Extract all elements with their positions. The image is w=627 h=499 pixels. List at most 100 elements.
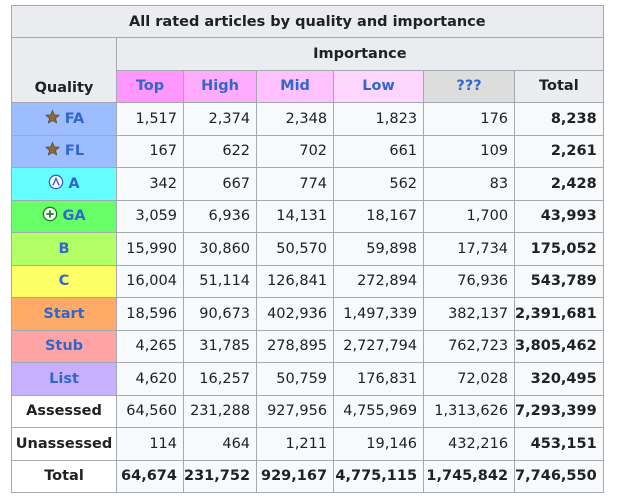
row-total-cell[interactable]: 3,805,462: [514, 329, 604, 363]
column-total-cell[interactable]: 929,167: [256, 459, 335, 493]
count-cell[interactable]: 167: [116, 134, 184, 168]
count-cell[interactable]: 4,265: [116, 329, 184, 363]
column-header-low[interactable]: Low: [333, 69, 425, 103]
column-total-cell[interactable]: 4,775,115: [333, 459, 425, 493]
count-cell[interactable]: 176: [423, 102, 516, 136]
count-cell[interactable]: 18,596: [116, 297, 184, 331]
count-cell[interactable]: 231,288: [182, 394, 258, 428]
count-cell[interactable]: 18,167: [333, 199, 425, 233]
count-cell[interactable]: 72,028: [423, 362, 516, 396]
table-caption: All rated articles by quality and import…: [11, 5, 604, 38]
count-cell[interactable]: 59,898: [333, 232, 425, 266]
count-cell[interactable]: 114: [116, 427, 184, 461]
column-total-cell[interactable]: 64,674: [116, 459, 184, 493]
table-row: Assessed 64,560 231,288 927,956 4,755,969 1,3…: [11, 394, 604, 428]
row-label-total: Total: [11, 459, 117, 493]
table-row: B 15,990 30,860 50,570 59,898 17,734 175,052: [11, 232, 604, 266]
count-cell[interactable]: 16,257: [182, 362, 258, 396]
count-cell[interactable]: 31,785: [182, 329, 258, 363]
count-cell[interactable]: 4,755,969: [333, 394, 425, 428]
count-cell[interactable]: 1,823: [333, 102, 425, 136]
column-header-high[interactable]: High: [182, 69, 258, 103]
count-cell[interactable]: 272,894: [333, 264, 425, 298]
count-cell[interactable]: 432,216: [423, 427, 516, 461]
count-cell[interactable]: 6,936: [182, 199, 258, 233]
count-cell[interactable]: 15,990: [116, 232, 184, 266]
count-cell[interactable]: 2,727,794: [333, 329, 425, 363]
count-cell[interactable]: 90,673: [182, 297, 258, 331]
count-cell[interactable]: 342: [116, 167, 184, 201]
count-cell[interactable]: 1,700: [423, 199, 516, 233]
grand-total-cell[interactable]: 7,746,550: [514, 459, 604, 493]
count-cell[interactable]: 1,497,339: [333, 297, 425, 331]
row-total-cell[interactable]: 43,993: [514, 199, 604, 233]
count-cell[interactable]: 50,570: [256, 232, 335, 266]
count-cell[interactable]: 622: [182, 134, 258, 168]
row-label-ga[interactable]: GA: [11, 199, 117, 233]
row-label-start[interactable]: Start: [11, 297, 117, 331]
count-cell[interactable]: 30,860: [182, 232, 258, 266]
count-cell[interactable]: 16,004: [116, 264, 184, 298]
row-total-cell[interactable]: 8,238: [514, 102, 604, 136]
count-cell[interactable]: 2,374: [182, 102, 258, 136]
row-total-cell[interactable]: 2,428: [514, 167, 604, 201]
row-total-cell[interactable]: 543,789: [514, 264, 604, 298]
count-cell[interactable]: 702: [256, 134, 335, 168]
row-label-unassessed: Unassessed: [11, 427, 117, 461]
count-cell[interactable]: 562: [333, 167, 425, 201]
count-cell[interactable]: 1,517: [116, 102, 184, 136]
count-cell[interactable]: 17,734: [423, 232, 516, 266]
row-label-c[interactable]: C: [11, 264, 117, 298]
row-total-cell[interactable]: 453,151: [514, 427, 604, 461]
count-cell[interactable]: 51,114: [182, 264, 258, 298]
count-cell[interactable]: 1,211: [256, 427, 335, 461]
count-cell[interactable]: 19,146: [333, 427, 425, 461]
column-total-cell[interactable]: 1,745,842: [423, 459, 516, 493]
count-cell[interactable]: 83: [423, 167, 516, 201]
row-total-cell[interactable]: 320,495: [514, 362, 604, 396]
count-cell[interactable]: 14,131: [256, 199, 335, 233]
good-article-icon: [42, 206, 58, 226]
row-label-fl[interactable]: FL: [11, 134, 117, 168]
row-label-fa[interactable]: FA: [11, 102, 117, 136]
count-cell[interactable]: 667: [182, 167, 258, 201]
table-row: C 16,004 51,114 126,841 272,894 76,936 543,789: [11, 264, 604, 298]
count-cell[interactable]: 278,895: [256, 329, 335, 363]
row-label-list[interactable]: List: [11, 362, 117, 396]
count-cell[interactable]: 927,956: [256, 394, 335, 428]
column-total-cell[interactable]: 231,752: [182, 459, 258, 493]
row-total-cell[interactable]: 7,293,399: [514, 394, 604, 428]
count-cell[interactable]: 2,348: [256, 102, 335, 136]
table-row: Unassessed 114 464 1,211 19,146 432,216 453,15…: [11, 427, 604, 461]
row-label-b[interactable]: B: [11, 232, 117, 266]
count-cell[interactable]: 774: [256, 167, 335, 201]
count-cell[interactable]: 4,620: [116, 362, 184, 396]
count-cell[interactable]: 176,831: [333, 362, 425, 396]
column-header-top[interactable]: Top: [116, 69, 184, 103]
row-total-cell[interactable]: 2,391,681: [514, 297, 604, 331]
count-cell[interactable]: 64,560: [116, 394, 184, 428]
count-cell[interactable]: 3,059: [116, 199, 184, 233]
row-label-text: FA: [64, 110, 85, 127]
column-header-mid[interactable]: Mid: [256, 69, 335, 103]
column-header-unknown[interactable]: ???: [423, 69, 516, 103]
column-header-row: Top High Mid Low??? Total: [12, 69, 604, 103]
count-cell[interactable]: 382,137: [423, 297, 516, 331]
row-label-a[interactable]: A: [11, 167, 117, 201]
count-cell[interactable]: 762,723: [423, 329, 516, 363]
count-cell[interactable]: 76,936: [423, 264, 516, 298]
row-total-cell[interactable]: 175,052: [514, 232, 604, 266]
a-class-icon: [48, 174, 64, 194]
count-cell[interactable]: 126,841: [256, 264, 335, 298]
row-label-text: Unassessed: [15, 435, 113, 452]
table-body: FA 1,517 2,374 2,348 1,823 176 8,238 FL 167 622 70…: [11, 102, 604, 493]
row-total-cell[interactable]: 2,261: [514, 134, 604, 168]
count-cell[interactable]: 464: [182, 427, 258, 461]
count-cell[interactable]: 402,936: [256, 297, 335, 331]
count-cell[interactable]: 1,313,626: [423, 394, 516, 428]
count-cell[interactable]: 50,759: [256, 362, 335, 396]
count-cell[interactable]: 109: [423, 134, 516, 168]
row-label-stub[interactable]: Stub: [11, 329, 117, 363]
count-cell[interactable]: 661: [333, 134, 425, 168]
column-header-total: Total: [514, 69, 604, 103]
